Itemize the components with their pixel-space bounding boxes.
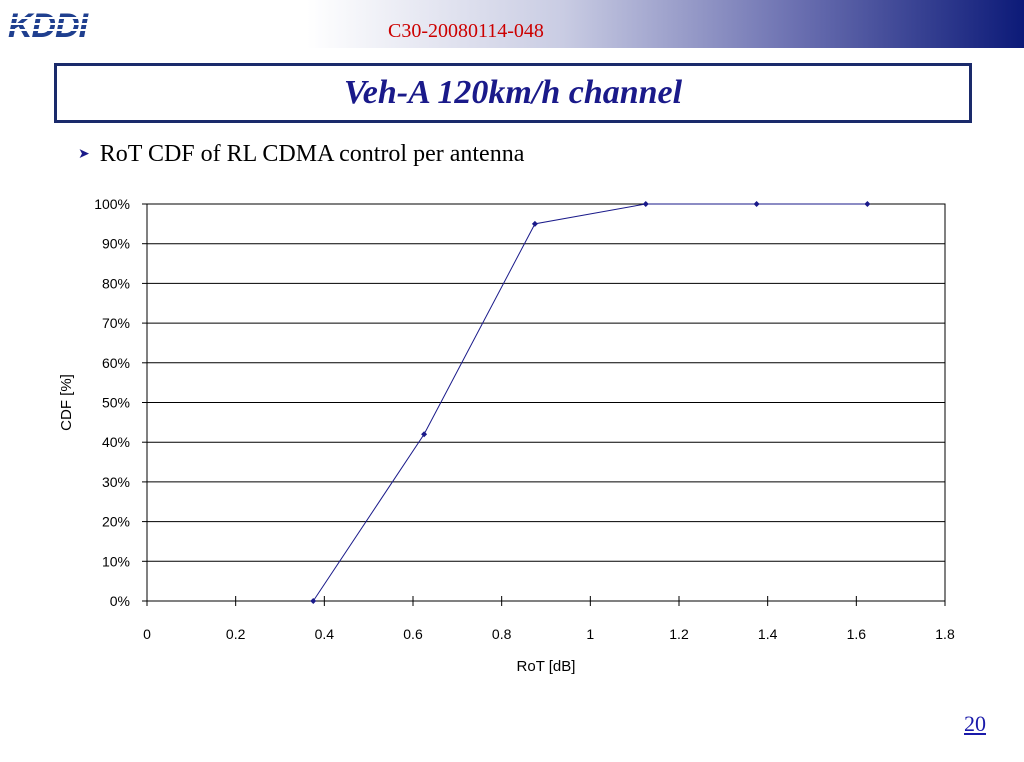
data-point (531, 220, 538, 227)
x-tick-label: 1 (586, 626, 594, 642)
svg-text:KDDI: KDDI (8, 7, 90, 44)
y-tick-label: 50% (102, 395, 130, 411)
data-point (864, 201, 871, 207)
x-tick-label: 1.8 (935, 626, 955, 642)
plot-area (146, 203, 946, 602)
y-tick-label: 70% (102, 315, 130, 331)
kddi-logo-icon: KDDI (6, 7, 122, 45)
data-point (753, 201, 760, 207)
series-line (312, 203, 868, 602)
x-tick-label: 1.6 (847, 626, 867, 642)
x-tick-label: 0 (143, 626, 151, 642)
y-tick-label: 90% (102, 236, 130, 252)
y-tick-label: 10% (102, 553, 130, 569)
y-tick-label: 80% (102, 275, 130, 291)
data-point (642, 201, 649, 207)
bullet-text: RoT CDF of RL CDMA control per antenna (99, 141, 525, 167)
x-axis-label: RoT [dB] (517, 658, 576, 675)
x-tick-label: 0.8 (492, 626, 512, 642)
bullet-item: ➤ RoT CDF of RL CDMA control per antenna (78, 141, 524, 168)
y-axis-label: CDF [%] (58, 374, 75, 431)
cdf-chart: 0% 10% 20% 30% 40% 50% 60% 70% 80% 90% 100% 0 0.2 0.4… (58, 196, 955, 675)
page-number[interactable]: 20 (964, 711, 986, 736)
x-tick-label: 1.4 (758, 626, 778, 642)
header-band (0, 0, 1024, 48)
y-tick-label: 20% (102, 514, 130, 530)
document-id: C30-20080114-048 (388, 20, 544, 42)
data-point (421, 431, 428, 438)
y-tick-label: 40% (102, 434, 130, 450)
slide-title: Veh-A 120km/h channel (343, 74, 683, 111)
kddi-logo: KDDI (6, 6, 122, 49)
x-tick-label: 0.2 (226, 626, 246, 642)
y-tick-label: 30% (102, 474, 130, 490)
arrow-bullet-icon: ➤ (78, 147, 90, 162)
y-tick-label: 0% (110, 593, 130, 609)
x-tick-label: 0.4 (315, 626, 335, 642)
y-tick-label: 60% (102, 355, 130, 371)
data-point (310, 598, 317, 604)
y-tick-label: 100% (94, 196, 130, 212)
title-box: Veh-A 120km/h channel (54, 63, 972, 123)
x-tick-label: 1.2 (669, 626, 689, 642)
x-tick-label: 0.6 (403, 626, 423, 642)
